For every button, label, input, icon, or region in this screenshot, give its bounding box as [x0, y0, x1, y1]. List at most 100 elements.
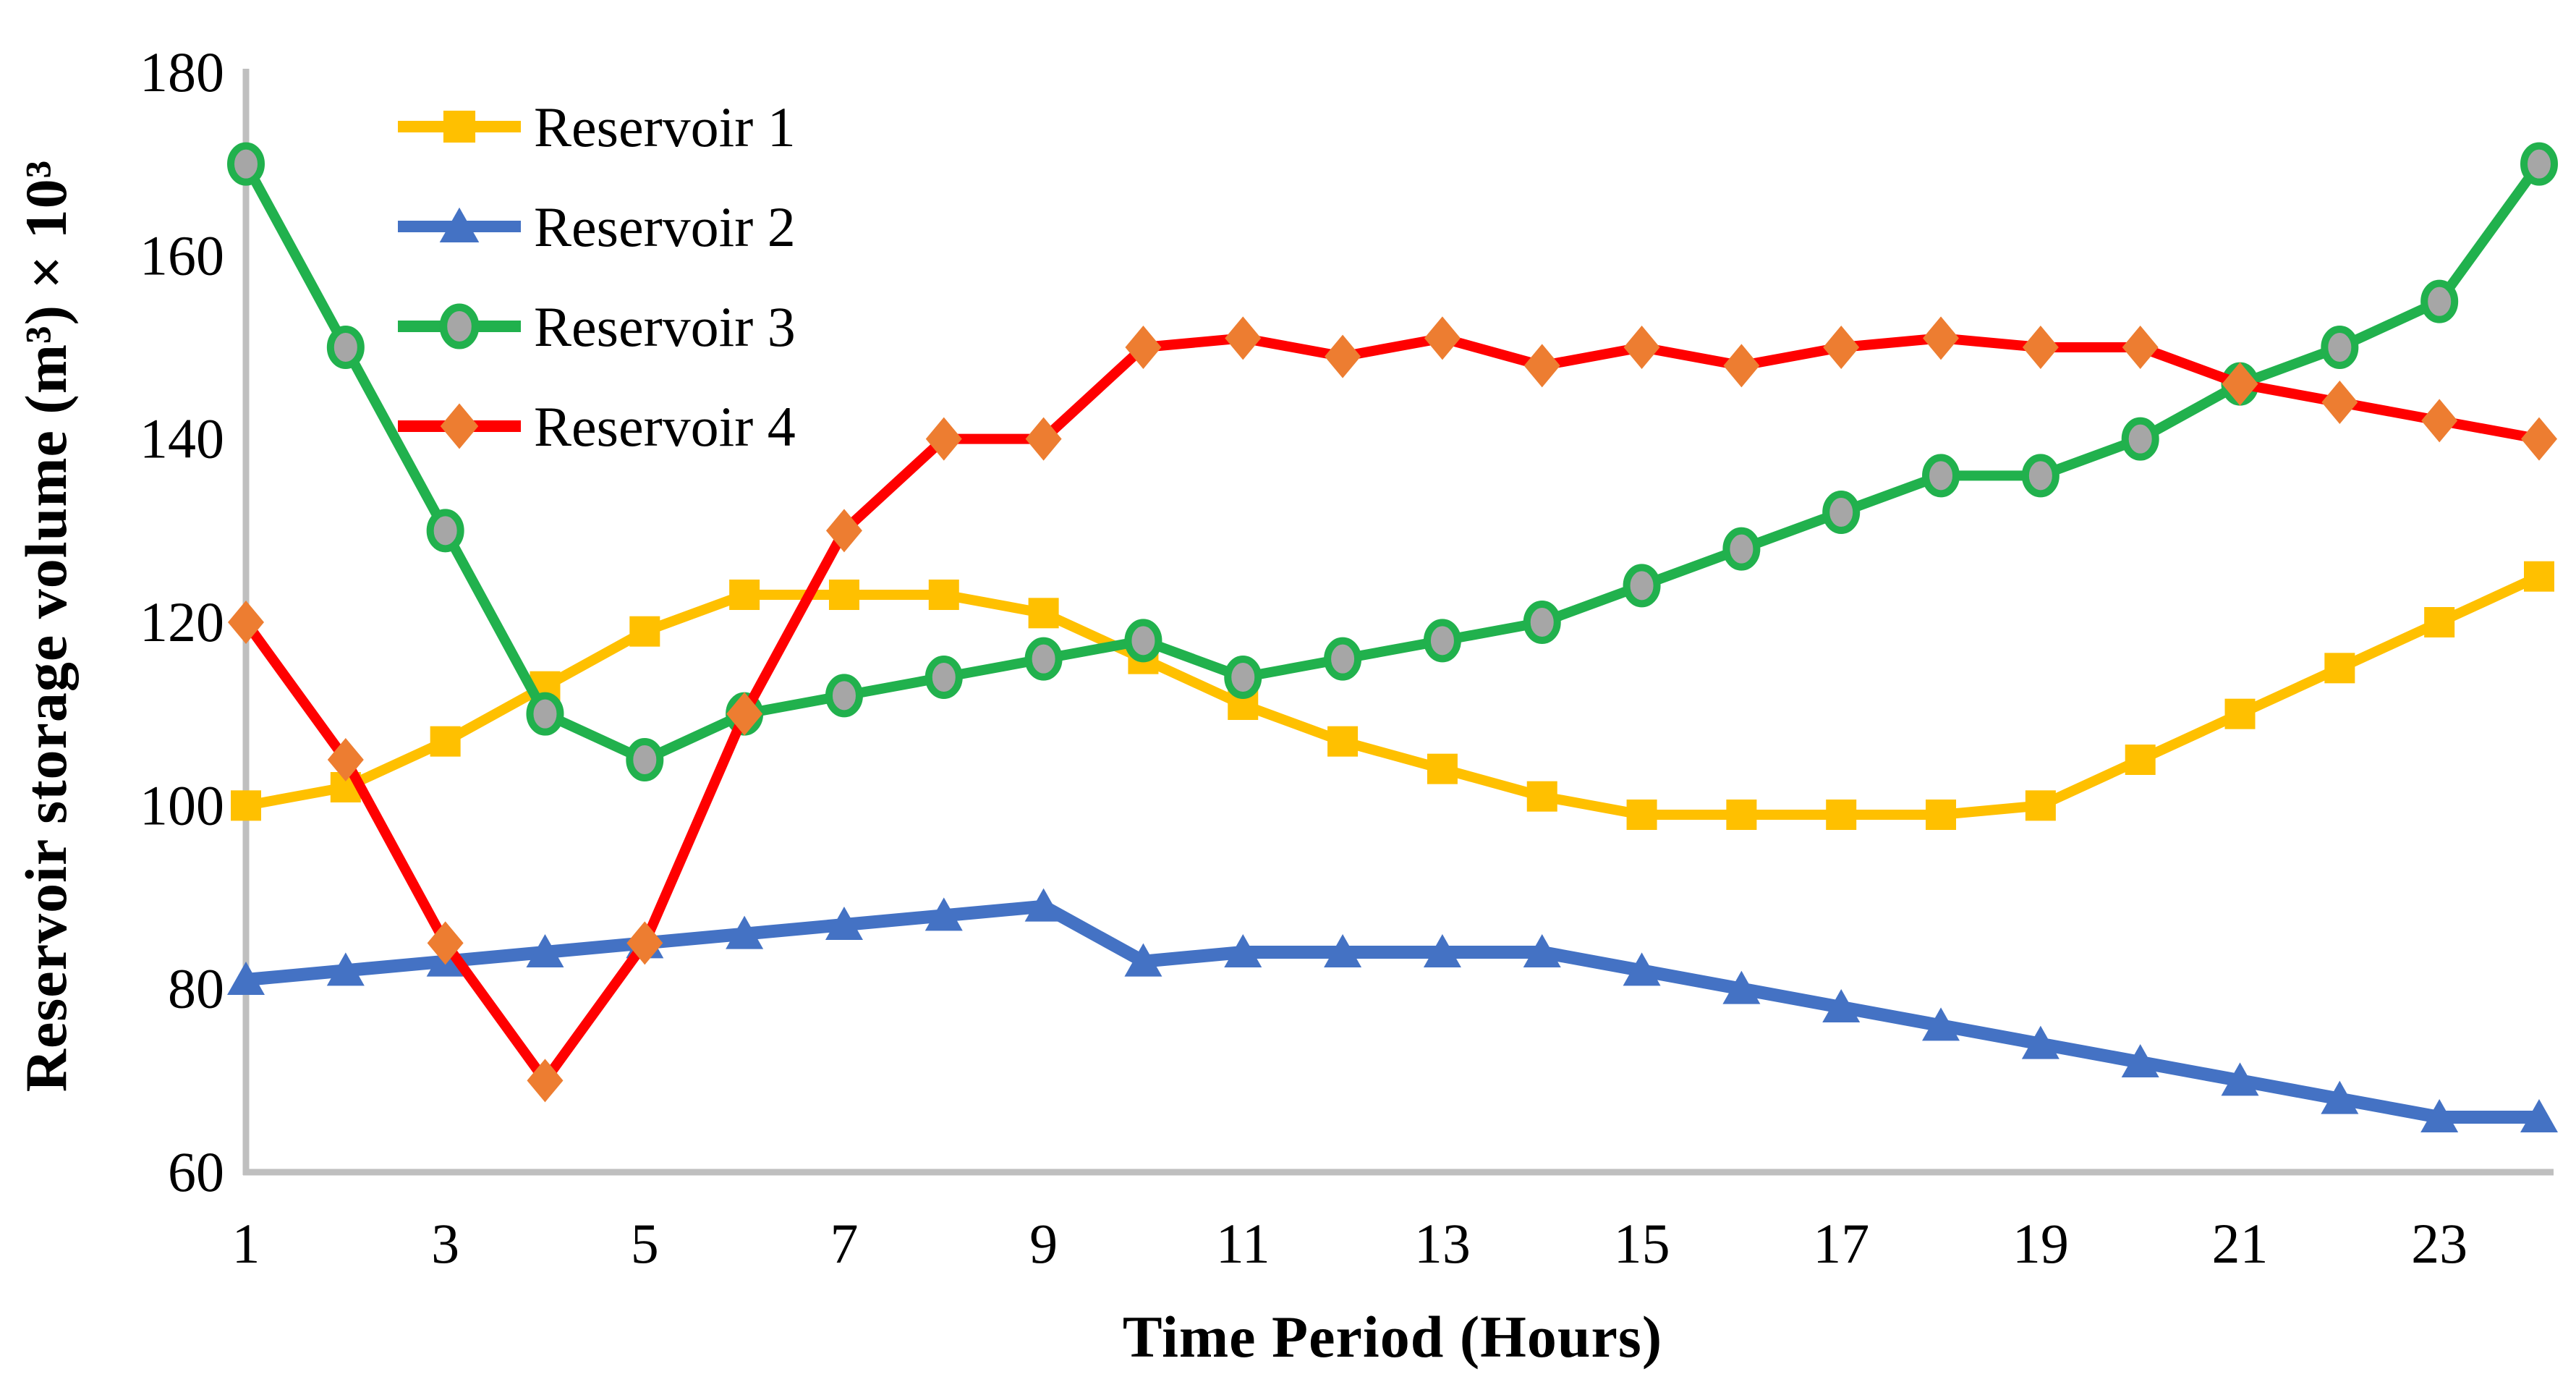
- data-point-marker-circle: [1423, 619, 1461, 663]
- data-point-marker-circle: [2321, 326, 2359, 369]
- data-point-marker-triangle: [1623, 952, 1661, 986]
- x-tick-label: 23: [2411, 1212, 2467, 1275]
- data-point-marker-triangle: [1922, 1007, 1960, 1041]
- x-tick-label: 15: [1614, 1212, 1670, 1275]
- data-point-marker-square: [231, 790, 261, 821]
- data-point-marker-diamond: [1823, 326, 1860, 369]
- data-point-marker-circle: [1224, 656, 1262, 699]
- data-point-marker-circle: [439, 303, 480, 349]
- data-point-marker-diamond: [1523, 344, 1560, 388]
- data-point-marker-circle: [924, 656, 963, 699]
- data-point-marker-diamond: [1225, 316, 1262, 360]
- y-tick-label: 140: [140, 407, 224, 470]
- data-point-marker-square: [1826, 800, 1857, 830]
- data-point-marker-diamond: [427, 921, 464, 965]
- data-point-marker-triangle: [1722, 970, 1761, 1004]
- data-point-marker-triangle: [1523, 934, 1561, 967]
- data-point-marker-triangle: [924, 897, 963, 931]
- data-point-marker-triangle: [2021, 1025, 2059, 1059]
- x-tick-label: 21: [2212, 1212, 2269, 1275]
- legend-label: Reservoir 3: [534, 295, 796, 358]
- data-point-marker-diamond: [228, 601, 264, 644]
- data-point-marker-triangle: [1124, 943, 1162, 977]
- data-point-marker-diamond: [626, 921, 663, 965]
- data-point-marker-circle: [626, 738, 664, 781]
- data-point-marker-diamond: [825, 509, 862, 553]
- data-point-marker-circle: [1623, 564, 1661, 608]
- series-line-reservoir-4: [241, 333, 2544, 1086]
- data-point-marker-diamond: [2122, 326, 2159, 369]
- data-point-marker-triangle: [439, 207, 480, 243]
- x-tick-label: 5: [631, 1212, 659, 1275]
- data-point-marker-diamond: [1125, 326, 1162, 369]
- x-tick-label: 3: [431, 1212, 459, 1275]
- data-point-marker-circle: [825, 674, 863, 718]
- data-point-marker-square: [629, 616, 660, 647]
- legend-item-reservoir-1: Reservoir 1: [398, 96, 796, 158]
- data-point-marker-circle: [2520, 142, 2558, 186]
- data-point-marker-triangle: [1822, 989, 1861, 1022]
- data-point-marker-circle: [1324, 637, 1362, 681]
- data-point-marker-square: [430, 726, 461, 757]
- data-point-marker-triangle: [227, 962, 265, 995]
- data-point-marker-diamond: [327, 738, 364, 781]
- data-point-marker-circle: [426, 509, 464, 553]
- data-point-marker-circle: [227, 142, 265, 186]
- data-point-marker-diamond: [1623, 326, 1660, 369]
- data-point-marker-circle: [1124, 619, 1162, 663]
- data-point-marker-circle: [526, 692, 564, 736]
- data-point-marker-square: [1526, 781, 1557, 812]
- data-point-marker-square: [1726, 800, 1757, 830]
- data-point-marker-square: [1427, 753, 1458, 784]
- data-point-marker-diamond: [1025, 417, 1062, 461]
- data-point-marker-square: [2524, 561, 2554, 592]
- x-tick-label: 9: [1029, 1212, 1058, 1275]
- data-point-marker-triangle: [2520, 1099, 2558, 1132]
- legend-label: Reservoir 4: [534, 395, 796, 458]
- data-point-marker-square: [1926, 800, 1957, 830]
- data-point-marker-triangle: [526, 934, 564, 967]
- data-point-marker-diamond: [1325, 334, 1361, 378]
- x-tick-label: 7: [830, 1212, 858, 1275]
- y-tick-label: 180: [140, 41, 224, 103]
- data-point-marker-triangle: [825, 907, 863, 940]
- data-point-marker-circle: [1523, 601, 1561, 644]
- x-axis-title: Time Period (Hours): [1122, 1304, 1663, 1370]
- data-point-marker-diamond: [2421, 399, 2458, 443]
- data-point-marker-square: [1327, 726, 1359, 757]
- x-tick-label: 19: [2012, 1212, 2069, 1275]
- data-point-marker-circle: [1024, 637, 1063, 681]
- y-tick-label: 80: [168, 957, 224, 1020]
- data-point-marker-square: [443, 110, 476, 143]
- data-point-marker-square: [2324, 653, 2355, 684]
- data-point-marker-circle: [1722, 527, 1761, 571]
- data-point-marker-circle: [2021, 454, 2059, 498]
- data-point-marker-triangle: [726, 915, 764, 949]
- data-point-marker-triangle: [1224, 934, 1262, 967]
- data-point-marker-diamond: [2222, 362, 2258, 406]
- data-point-marker-diamond: [1923, 316, 1960, 360]
- x-tick-label: 17: [1813, 1212, 1869, 1275]
- data-point-marker-circle: [2420, 279, 2459, 323]
- data-point-marker-triangle: [2121, 1044, 2159, 1077]
- legend-label: Reservoir 1: [534, 96, 796, 158]
- data-point-marker-diamond: [1723, 344, 1760, 388]
- data-point-marker-diamond: [440, 403, 479, 449]
- legend-item-reservoir-3: Reservoir 3: [398, 295, 796, 358]
- data-point-marker-square: [1028, 598, 1059, 629]
- y-tick-label: 60: [168, 1140, 224, 1203]
- data-point-marker-triangle: [2221, 1062, 2259, 1096]
- data-point-marker-square: [2224, 698, 2256, 729]
- data-point-marker-square: [828, 580, 859, 610]
- data-point-marker-square: [1626, 800, 1657, 830]
- legend-label: Reservoir 2: [534, 195, 796, 258]
- data-point-marker-circle: [2121, 417, 2159, 461]
- data-point-marker-diamond: [2521, 417, 2557, 461]
- data-point-marker-square: [2025, 790, 2056, 821]
- legend-item-reservoir-2: Reservoir 2: [398, 195, 796, 258]
- data-point-marker-square: [729, 580, 760, 610]
- y-tick-label: 120: [140, 590, 224, 653]
- data-point-marker-diamond: [726, 692, 763, 736]
